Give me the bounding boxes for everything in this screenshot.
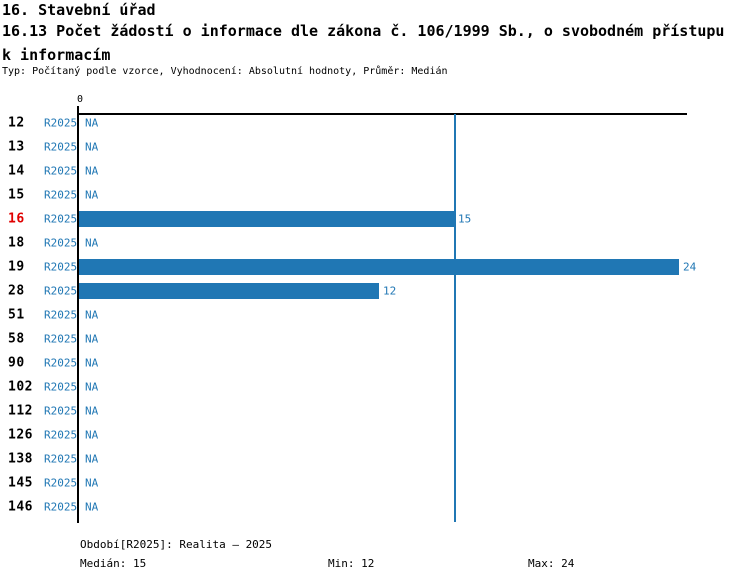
row-category-label: 102 xyxy=(8,379,33,395)
chart-row: 16 R2025 15 xyxy=(0,207,750,231)
chart-row: 14 R2025 NA xyxy=(0,159,750,183)
x-axis-zero-tick-label: 0 xyxy=(76,94,84,105)
median-stat-label: Medián: 15 xyxy=(80,557,147,570)
row-series-label: R2025 xyxy=(44,188,78,202)
chart-row: 138 R2025 NA xyxy=(0,447,750,471)
value-bar xyxy=(79,211,454,227)
chart-row: 19 R2025 24 xyxy=(0,255,750,279)
row-series-label: R2025 xyxy=(44,452,78,466)
row-series-label: R2025 xyxy=(44,212,78,226)
row-series-label: R2025 xyxy=(44,356,78,370)
row-category-label: 146 xyxy=(8,499,33,515)
row-category-label: 13 xyxy=(8,139,25,155)
row-na-label: NA xyxy=(85,164,99,178)
chart-row: 112 R2025 NA xyxy=(0,399,750,423)
row-category-label: 12 xyxy=(8,115,25,131)
chart-row: 28 R2025 12 xyxy=(0,279,750,303)
row-series-label: R2025 xyxy=(44,284,78,298)
row-category-label: 90 xyxy=(8,355,25,371)
chart-row: 90 R2025 NA xyxy=(0,351,750,375)
page-title: 16. Stavební úřad xyxy=(2,1,156,19)
row-category-label: 58 xyxy=(8,331,25,347)
row-category-label: 18 xyxy=(8,235,25,251)
x-axis-line xyxy=(77,113,687,115)
row-category-label: 15 xyxy=(8,187,25,203)
row-na-label: NA xyxy=(85,500,99,514)
chart-row: 13 R2025 NA xyxy=(0,135,750,159)
row-na-label: NA xyxy=(85,308,99,322)
value-bar xyxy=(79,283,379,299)
row-category-label: 126 xyxy=(8,427,33,443)
row-na-label: NA xyxy=(85,380,99,394)
row-series-label: R2025 xyxy=(44,404,78,418)
chart-row: 15 R2025 NA xyxy=(0,183,750,207)
chart-row: 102 R2025 NA xyxy=(0,375,750,399)
row-series-label: R2025 xyxy=(44,380,78,394)
row-na-label: NA xyxy=(85,236,99,250)
row-series-label: R2025 xyxy=(44,428,78,442)
chart-row: 145 R2025 NA xyxy=(0,471,750,495)
row-na-label: NA xyxy=(85,356,99,370)
row-category-label: 138 xyxy=(8,451,33,467)
chart-row: 126 R2025 NA xyxy=(0,423,750,447)
row-na-label: NA xyxy=(85,452,99,466)
row-series-label: R2025 xyxy=(44,476,78,490)
chart-meta: Typ: Počítaný podle vzorce, Vyhodnocení:… xyxy=(2,66,448,77)
row-series-label: R2025 xyxy=(44,500,78,514)
bar-value-label: 12 xyxy=(383,284,397,298)
row-na-label: NA xyxy=(85,140,99,154)
max-stat-label: Max: 24 xyxy=(528,557,575,570)
row-category-label: 51 xyxy=(8,307,25,323)
row-na-label: NA xyxy=(85,404,99,418)
row-series-label: R2025 xyxy=(44,164,78,178)
y-axis-line xyxy=(77,106,79,523)
chart-row: 12 R2025 NA xyxy=(0,111,750,135)
row-na-label: NA xyxy=(85,116,99,130)
row-series-label: R2025 xyxy=(44,308,78,322)
row-series-label: R2025 xyxy=(44,332,78,346)
chart-row: 58 R2025 NA xyxy=(0,327,750,351)
row-category-label: 145 xyxy=(8,475,33,491)
chart-row: 18 R2025 NA xyxy=(0,231,750,255)
median-line xyxy=(454,114,456,522)
chart-title-line2: k informacím xyxy=(2,46,111,64)
row-na-label: NA xyxy=(85,332,99,346)
bar-value-label: 24 xyxy=(683,260,697,274)
row-category-label: 112 xyxy=(8,403,33,419)
min-stat-label: Min: 12 xyxy=(328,557,375,570)
row-na-label: NA xyxy=(85,428,99,442)
row-category-label: 14 xyxy=(8,163,25,179)
value-bar xyxy=(79,259,679,275)
chart-row: 146 R2025 NA xyxy=(0,495,750,519)
row-series-label: R2025 xyxy=(44,236,78,250)
row-na-label: NA xyxy=(85,188,99,202)
period-label: Období[R2025]: Realita – 2025 xyxy=(80,538,273,551)
row-category-label-highlighted: 16 xyxy=(8,211,25,227)
row-category-label: 28 xyxy=(8,283,25,299)
row-na-label: NA xyxy=(85,476,99,490)
row-series-label: R2025 xyxy=(44,140,78,154)
row-category-label: 19 xyxy=(8,259,25,275)
row-series-label: R2025 xyxy=(44,116,78,130)
chart-row: 51 R2025 NA xyxy=(0,303,750,327)
row-series-label: R2025 xyxy=(44,260,78,274)
bar-value-label: 15 xyxy=(458,212,472,226)
chart-title-line1: 16.13 Počet žádostí o informace dle záko… xyxy=(2,22,725,40)
